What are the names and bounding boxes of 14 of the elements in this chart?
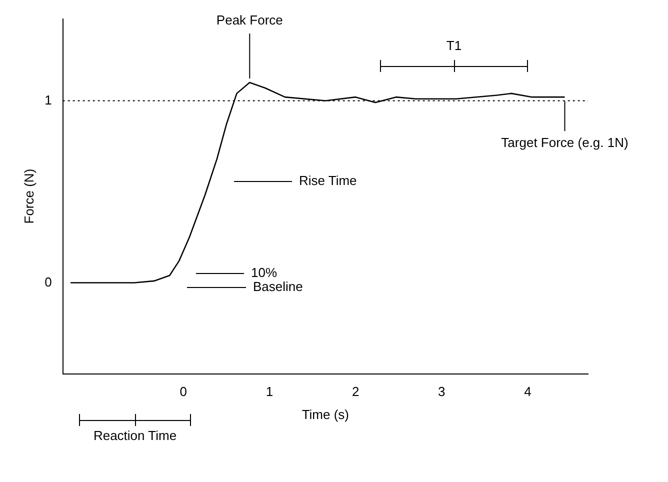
annotation: Target Force (e.g. 1N)	[501, 135, 628, 150]
text: Reaction Time	[92, 428, 178, 443]
x-tick-label: 2	[352, 384, 360, 400]
x-tick-label: 1	[266, 384, 274, 400]
annotation: T1	[445, 38, 463, 53]
x-tick-label: 0	[180, 384, 187, 400]
x-tick-label: 4	[524, 384, 532, 400]
x-axis-title: Time (s)	[302, 406, 350, 422]
x-tick-label: 3	[438, 384, 446, 400]
y-axis-title: Force (N)	[21, 168, 36, 224]
annotation: Peak Force	[216, 12, 283, 28]
annotation: 10%	[251, 265, 278, 280]
annotation: Baseline	[253, 279, 303, 294]
annotation: Rise Time	[299, 173, 357, 188]
